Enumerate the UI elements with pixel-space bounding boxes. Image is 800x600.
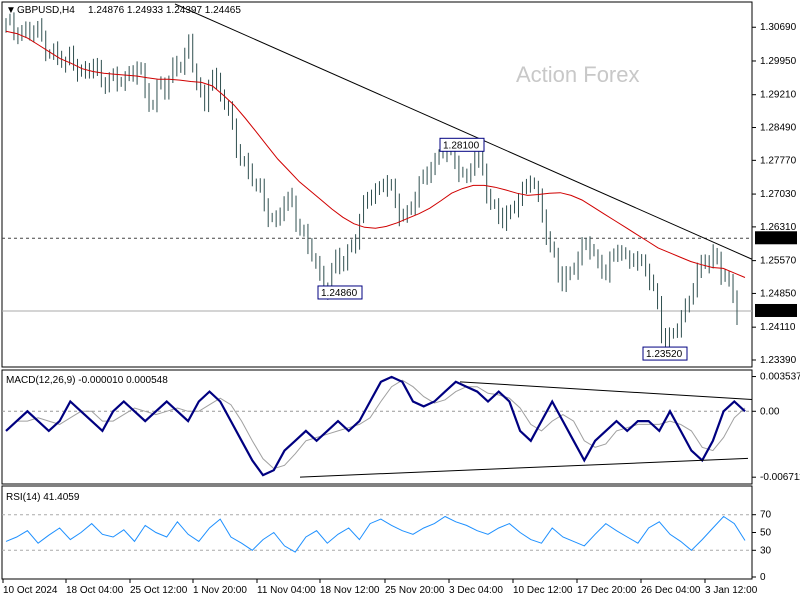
rsi-tick-label: 30 (760, 545, 772, 556)
x-tick-label: 25 Oct 12:00 (130, 585, 188, 596)
rsi-title: RSI(14) 41.4059 (6, 492, 80, 503)
price-tick-label: 1.29950 (760, 56, 797, 67)
x-tick-label: 10 Oct 2024 (3, 585, 58, 596)
macd-lower-trendline (299, 457, 749, 478)
moving-average-line (5, 30, 746, 278)
right-price-label: 1.26060 (758, 233, 795, 244)
symbol-title: GBPUSD,H4 (17, 5, 75, 16)
x-tick-label: 26 Dec 04:00 (641, 585, 701, 596)
x-tick-label: 18 Oct 04:00 (66, 585, 124, 596)
symbol-dropdown-icon[interactable]: ▼ (6, 5, 16, 16)
macd-panel-frame (1, 369, 753, 485)
macd-signal-line (5, 379, 746, 470)
watermark: Action Forex (516, 62, 640, 87)
price-panel-frame (1, 1, 753, 368)
x-tick-label: 3 Dec 04:00 (449, 585, 503, 596)
price-callout-label: 1.24860 (321, 288, 358, 299)
macd-title: MACD(12,26,9) -0.000010 0.000548 (6, 375, 168, 386)
price-tick-label: 1.26310 (760, 222, 797, 233)
price-callout-label: 1.28100 (443, 140, 480, 151)
rsi-tick-label: 70 (760, 510, 772, 521)
price-tick-label: 1.27770 (760, 155, 797, 166)
x-tick-label: 10 Dec 12:00 (513, 585, 573, 596)
price-callout-box (439, 137, 485, 152)
price-callout-box (317, 285, 363, 300)
price-tick-label: 1.27030 (760, 189, 797, 200)
price-tick-label: 1.29210 (760, 90, 797, 101)
price-tick-label: 1.25570 (760, 256, 797, 267)
macd-tick-label: 0.003537 (760, 372, 800, 383)
x-tick-label: 1 Nov 20:00 (193, 585, 247, 596)
rsi-tick-label: 0 (760, 572, 766, 583)
x-tick-label: 18 Nov 12:00 (320, 585, 380, 596)
price-tick-label: 1.24850 (760, 288, 797, 299)
trendline (174, 3, 753, 260)
rsi-series: RSI(14) 41.4059 (2, 492, 752, 553)
macd-tick-label: -0.006711 (760, 472, 800, 483)
ohlc-readout: 1.24876 1.24933 1.24397 1.24465 (88, 5, 241, 16)
macd-line (5, 375, 746, 477)
x-tick-label: 17 Dec 20:00 (577, 585, 637, 596)
macd-upper-trendline (459, 381, 753, 400)
right-price-label: 1.24465 (758, 306, 795, 317)
x-tick-label: 11 Nov 04:00 (257, 585, 316, 596)
price-callout-label: 1.23520 (646, 349, 683, 360)
price-series: 1.28100 1.24860 1.23520 1.26060 1.24465 (2, 3, 797, 361)
x-tick-label: 3 Jan 12:00 (705, 585, 758, 596)
price-tick-label: 1.23390 (760, 355, 797, 366)
price-tick-label: 1.30690 (760, 22, 797, 33)
rsi-tick-label: 50 (760, 528, 772, 539)
macd-series: MACD(12,26,9) -0.000010 0.000548 (2, 375, 753, 478)
price-tick-label: 1.24110 (760, 322, 796, 333)
rsi-line (5, 515, 746, 553)
right-price-box (755, 231, 797, 245)
x-tick-label: 25 Nov 20:00 (385, 585, 445, 596)
axes: 1.30690 1.29950 1.29210 1.28490 1.27770 1.270… (2, 22, 800, 596)
right-price-box (755, 303, 797, 317)
price-callout-box (642, 346, 688, 361)
price-tick-label: 1.28490 (760, 123, 797, 134)
macd-tick-label: 0.00 (760, 406, 780, 417)
